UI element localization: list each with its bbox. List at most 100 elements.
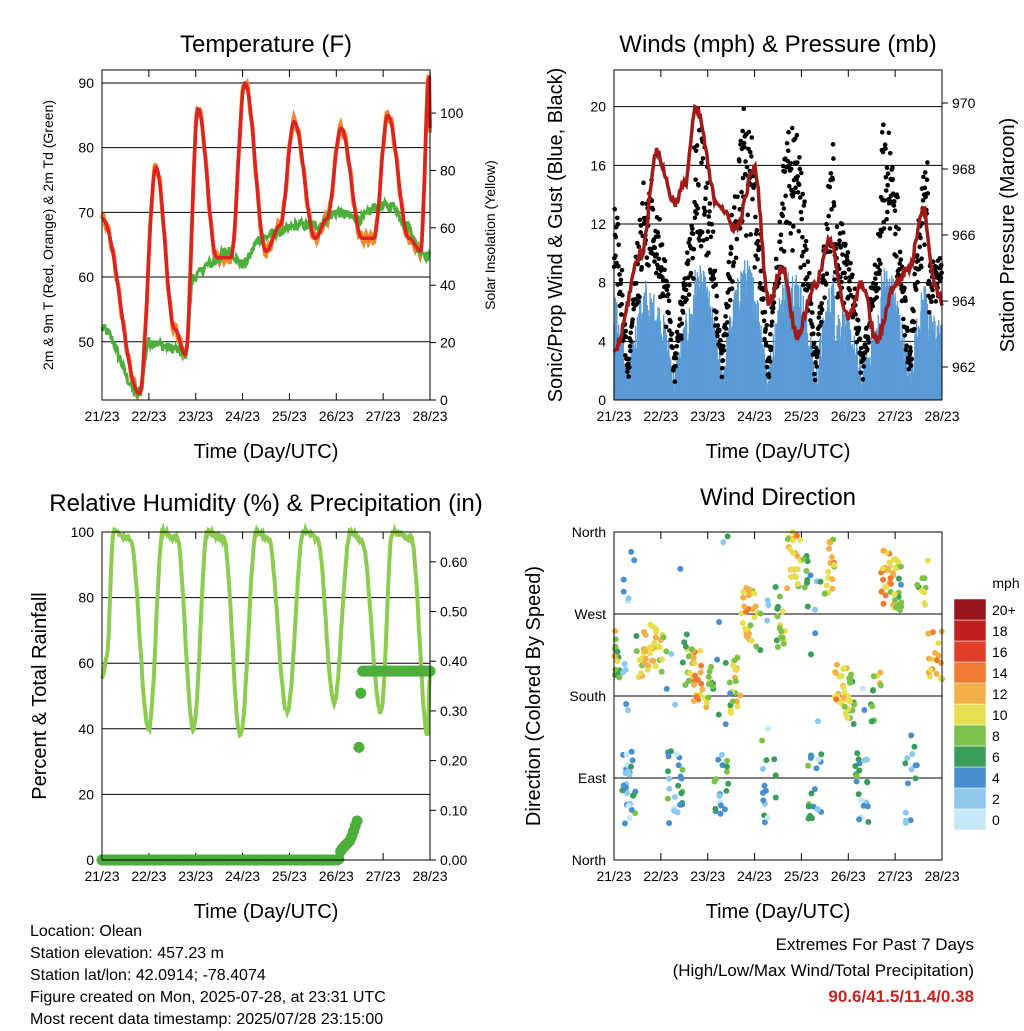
x-tick-label: 28/23 bbox=[412, 868, 447, 884]
x-tick-label: 28/23 bbox=[924, 868, 959, 884]
gust-point bbox=[713, 282, 718, 288]
gust-point bbox=[683, 287, 689, 293]
gust-point bbox=[788, 231, 794, 236]
direction-point bbox=[612, 643, 619, 650]
direction-point bbox=[678, 790, 685, 797]
direction-point bbox=[636, 656, 643, 663]
gust-point bbox=[777, 219, 783, 225]
direction-point bbox=[814, 806, 821, 813]
gust-point bbox=[677, 316, 683, 322]
gust-point bbox=[842, 270, 847, 276]
gust-point bbox=[831, 203, 837, 208]
direction-point bbox=[833, 696, 840, 703]
gust-point bbox=[791, 224, 796, 229]
direction-point bbox=[706, 668, 713, 675]
gust-point bbox=[728, 251, 733, 257]
y2-tick-label: 0.40 bbox=[440, 653, 467, 669]
direction-point bbox=[882, 592, 889, 599]
gust-point bbox=[777, 239, 783, 244]
gust-point bbox=[909, 356, 915, 362]
gust-point bbox=[753, 253, 759, 259]
direction-point bbox=[833, 661, 840, 668]
gust-point bbox=[918, 235, 923, 241]
direction-point bbox=[691, 659, 698, 666]
gust-point bbox=[886, 130, 892, 136]
created-text: Figure created on Mon, 2025-07-28, at 23… bbox=[30, 989, 386, 1006]
y-tick-label: 80 bbox=[78, 140, 94, 156]
gust-point bbox=[809, 310, 815, 315]
y2-tick-label: 0.60 bbox=[440, 554, 467, 570]
gust-point bbox=[618, 281, 623, 287]
direction-point bbox=[699, 686, 706, 693]
gust-point bbox=[706, 214, 712, 219]
gust-point bbox=[652, 245, 658, 250]
gust-point bbox=[938, 262, 944, 268]
gust-point bbox=[790, 248, 795, 253]
gust-point bbox=[787, 221, 792, 226]
gust-point bbox=[912, 271, 917, 277]
gust-point bbox=[781, 249, 787, 254]
y-tick-label: 100 bbox=[71, 524, 95, 540]
gust-point bbox=[824, 221, 829, 227]
gust-point bbox=[914, 253, 920, 258]
direction-point bbox=[746, 586, 753, 593]
gust-point bbox=[755, 256, 760, 262]
y2-tick-label: 0 bbox=[440, 392, 448, 408]
direction-point bbox=[626, 815, 633, 822]
direction-point bbox=[677, 565, 684, 572]
gust-point bbox=[688, 270, 694, 276]
direction-point bbox=[720, 539, 727, 546]
direction-point bbox=[838, 673, 845, 680]
gust-point bbox=[890, 177, 896, 182]
direction-point bbox=[908, 766, 915, 773]
gust-point bbox=[627, 364, 632, 370]
gust-point bbox=[830, 142, 836, 147]
x-tick-label: 28/23 bbox=[412, 408, 447, 424]
gust-point bbox=[795, 190, 801, 195]
direction-point bbox=[698, 680, 705, 687]
gust-point bbox=[930, 287, 935, 293]
gust-point bbox=[726, 303, 731, 309]
gust-point bbox=[625, 361, 631, 366]
x-tick-label: 23/23 bbox=[690, 408, 725, 424]
gust-point bbox=[717, 327, 722, 333]
direction-point bbox=[759, 737, 766, 744]
y-tick-label: East bbox=[578, 770, 606, 786]
gust-point bbox=[661, 293, 666, 299]
gust-point bbox=[735, 194, 740, 200]
gust-point bbox=[804, 247, 809, 252]
direction-panel: Wind Direction NorthEastSouthWestNorth21… bbox=[523, 484, 1020, 923]
precip-point bbox=[353, 741, 365, 753]
gust-point bbox=[811, 331, 816, 337]
gust-point bbox=[711, 276, 717, 281]
gust-point bbox=[911, 308, 916, 314]
direction-point bbox=[803, 568, 810, 575]
gust-point bbox=[737, 158, 742, 164]
x-tick-label: 24/23 bbox=[225, 408, 260, 424]
gust-point bbox=[922, 185, 928, 191]
gust-point bbox=[709, 221, 714, 227]
direction-point bbox=[726, 679, 733, 686]
direction-point bbox=[697, 647, 704, 654]
direction-point bbox=[840, 694, 847, 701]
direction-point bbox=[895, 575, 902, 582]
gust-point bbox=[879, 229, 884, 235]
gust-point bbox=[638, 230, 643, 235]
gust-point bbox=[885, 209, 890, 215]
gust-point bbox=[719, 365, 725, 371]
direction-point bbox=[660, 634, 667, 641]
direction-point bbox=[729, 698, 736, 705]
gust-point bbox=[844, 262, 849, 267]
direction-ylabel: Direction (Colored By Speed) bbox=[523, 566, 545, 826]
gust-point bbox=[878, 261, 883, 266]
direction-point bbox=[831, 561, 838, 568]
speed-legend: 0 2 4 6 8 10 12 14 16 18 20+ bbox=[953, 598, 1016, 831]
gust-point bbox=[781, 206, 787, 211]
gust-point bbox=[857, 336, 863, 341]
x-tick-label: 22/23 bbox=[131, 408, 166, 424]
gust-point bbox=[884, 165, 890, 171]
gust-point bbox=[763, 326, 768, 332]
direction-point bbox=[821, 590, 828, 597]
gust-point bbox=[618, 277, 624, 283]
direction-point bbox=[628, 763, 635, 770]
